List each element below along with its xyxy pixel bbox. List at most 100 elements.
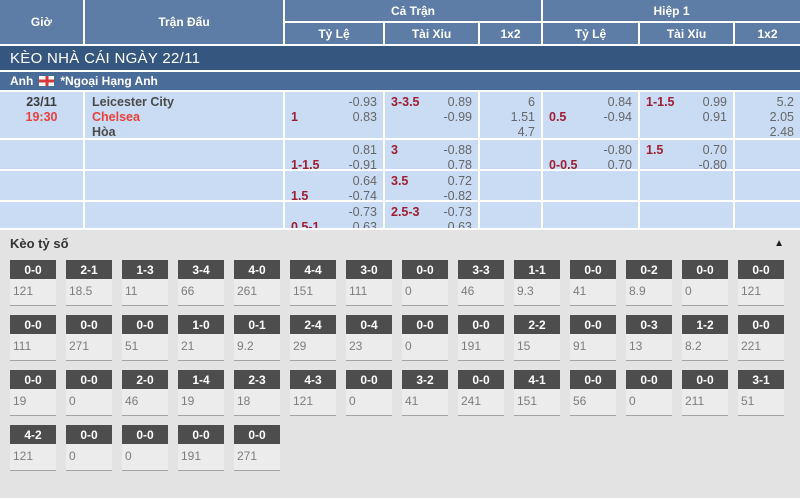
score-cell[interactable]: 0-0 51: [122, 315, 168, 361]
score-cell[interactable]: 0-0 19: [10, 370, 56, 416]
score-odds-value: 11: [125, 284, 138, 298]
score-cell[interactable]: 3-3 46: [458, 260, 504, 306]
score-cell[interactable]: 4-0 261: [234, 260, 280, 306]
odd-value[interactable]: 0.89: [447, 95, 472, 109]
handicap-line: [291, 143, 301, 158]
score-cell[interactable]: 4-2 121: [10, 425, 56, 471]
score-cell[interactable]: 4-3 121: [290, 370, 336, 416]
odd-value[interactable]: 0.91: [702, 110, 727, 124]
odd-value[interactable]: 0.81: [352, 143, 377, 157]
odd-value[interactable]: -0.93: [348, 95, 378, 109]
score-cell[interactable]: 0-0 0: [66, 425, 112, 471]
odd-value[interactable]: -0.99: [443, 110, 473, 124]
score-cell[interactable]: 4-1 151: [514, 370, 560, 416]
odd-value[interactable]: 0.72: [447, 174, 472, 188]
score-cell[interactable]: 0-0 41: [570, 260, 616, 306]
score-cell[interactable]: 0-0 241: [458, 370, 504, 416]
half-1x2-cell: [735, 171, 800, 200]
odd-value[interactable]: -0.74: [348, 189, 378, 200]
handicap-line: 0.5-1: [291, 220, 320, 228]
score-cell[interactable]: 0-0 221: [738, 315, 784, 361]
score-cell[interactable]: 2-4 29: [290, 315, 336, 361]
odd-value[interactable]: -0.80: [698, 158, 728, 169]
odd-value[interactable]: 0.64: [352, 174, 377, 188]
score-cell[interactable]: 0-4 23: [346, 315, 392, 361]
col-header-full-handicap: Tỷ Lệ: [285, 23, 383, 44]
score-label: 4-2: [10, 425, 56, 444]
score-cell[interactable]: 0-0 56: [570, 370, 616, 416]
odd-value[interactable]: -0.94: [603, 110, 633, 124]
score-cell[interactable]: 3-1 51: [738, 370, 784, 416]
score-cell[interactable]: 2-0 46: [122, 370, 168, 416]
handicap-line: 1.5: [291, 189, 309, 200]
score-cell[interactable]: 0-0 91: [570, 315, 616, 361]
odd-value[interactable]: 0.70: [702, 143, 727, 157]
odd-value[interactable]: -0.73: [443, 205, 473, 219]
score-cell[interactable]: 0-1 9.2: [234, 315, 280, 361]
score-cell[interactable]: 0-0 0: [346, 370, 392, 416]
1x2-odd-value[interactable]: 1.51: [510, 110, 535, 124]
1x2-odd-value[interactable]: 2.05: [769, 110, 794, 124]
handicap-line: [291, 205, 301, 220]
score-cell[interactable]: 1-0 21: [178, 315, 224, 361]
score-cell[interactable]: 3-4 66: [178, 260, 224, 306]
score-cell[interactable]: 0-0 0: [682, 260, 728, 306]
score-cell[interactable]: 1-1 9.3: [514, 260, 560, 306]
match-time-cell: 23/11 19:30: [0, 92, 83, 138]
odd-value[interactable]: 0.83: [352, 110, 377, 124]
odd-value[interactable]: 0.63: [447, 220, 472, 228]
score-cell[interactable]: 0-0 0: [402, 315, 448, 361]
odd-value[interactable]: 0.99: [702, 95, 727, 109]
score-cell[interactable]: 0-0 211: [682, 370, 728, 416]
score-label: 0-0: [122, 425, 168, 444]
1x2-odd-value[interactable]: 4.7: [517, 125, 535, 138]
score-odds-value: 211: [685, 394, 705, 408]
score-odds-value: 9.3: [517, 284, 534, 298]
score-cell[interactable]: 0-0 271: [66, 315, 112, 361]
score-cell[interactable]: 1-3 11: [122, 260, 168, 306]
1x2-odd-value[interactable]: 6: [528, 95, 535, 109]
score-cell[interactable]: 2-2 15: [514, 315, 560, 361]
collapse-arrow-icon[interactable]: ▲: [774, 237, 784, 249]
league-section-bar[interactable]: Anh *Ngoại Hạng Anh: [0, 72, 800, 90]
score-cell[interactable]: 1-2 8.2: [682, 315, 728, 361]
score-cell[interactable]: 0-0 0: [122, 425, 168, 471]
score-cell[interactable]: 0-0 191: [458, 315, 504, 361]
score-cell[interactable]: 1-4 19: [178, 370, 224, 416]
score-row: 0-0 121 2-1 18.5 1-3 11 3-4 66 4-0 261 4-4 151 3-0 11…: [10, 260, 800, 306]
score-cell[interactable]: 3-0 111: [346, 260, 392, 306]
score-cell[interactable]: 0-0 191: [178, 425, 224, 471]
score-cell[interactable]: 0-0 121: [738, 260, 784, 306]
match-teams-cell: [85, 202, 283, 228]
handicap-line: [549, 95, 559, 110]
score-cell[interactable]: 0-3 13: [626, 315, 672, 361]
odd-value[interactable]: 0.84: [607, 95, 632, 109]
score-cell[interactable]: 2-3 18: [234, 370, 280, 416]
score-cell[interactable]: 3-2 41: [402, 370, 448, 416]
odd-value[interactable]: 0.78: [447, 158, 472, 169]
score-cell[interactable]: 0-2 8.9: [626, 260, 672, 306]
score-cell[interactable]: 0-0 0: [66, 370, 112, 416]
score-odds-value: 0: [69, 394, 76, 408]
odd-value[interactable]: -0.73: [348, 205, 378, 219]
1x2-odd-value[interactable]: 2.48: [769, 125, 794, 138]
score-cell[interactable]: 0-0 0: [402, 260, 448, 306]
score-cell[interactable]: 2-1 18.5: [66, 260, 112, 306]
odd-value[interactable]: 0.70: [607, 158, 632, 169]
odd-value[interactable]: 0.63: [352, 220, 377, 228]
score-cell[interactable]: 0-0 271: [234, 425, 280, 471]
odd-value[interactable]: -0.80: [603, 143, 633, 157]
odd-value[interactable]: -0.82: [443, 189, 473, 200]
score-cell[interactable]: 0-0 111: [10, 315, 56, 361]
score-label: 4-4: [290, 260, 336, 279]
half-handicap-cell: -0.80 0-0.5 0.70: [543, 140, 638, 169]
1x2-odd-value[interactable]: 5.2: [776, 95, 794, 109]
score-cell[interactable]: 4-4 151: [290, 260, 336, 306]
score-cell[interactable]: 0-0 121: [10, 260, 56, 306]
score-cell[interactable]: 0-0 0: [626, 370, 672, 416]
odd-value[interactable]: -0.91: [348, 158, 378, 169]
overunder-line: [391, 158, 401, 169]
odd-value[interactable]: -0.88: [443, 143, 473, 157]
overunder-line: 3: [391, 143, 398, 157]
score-odds-value: 21: [181, 339, 195, 353]
